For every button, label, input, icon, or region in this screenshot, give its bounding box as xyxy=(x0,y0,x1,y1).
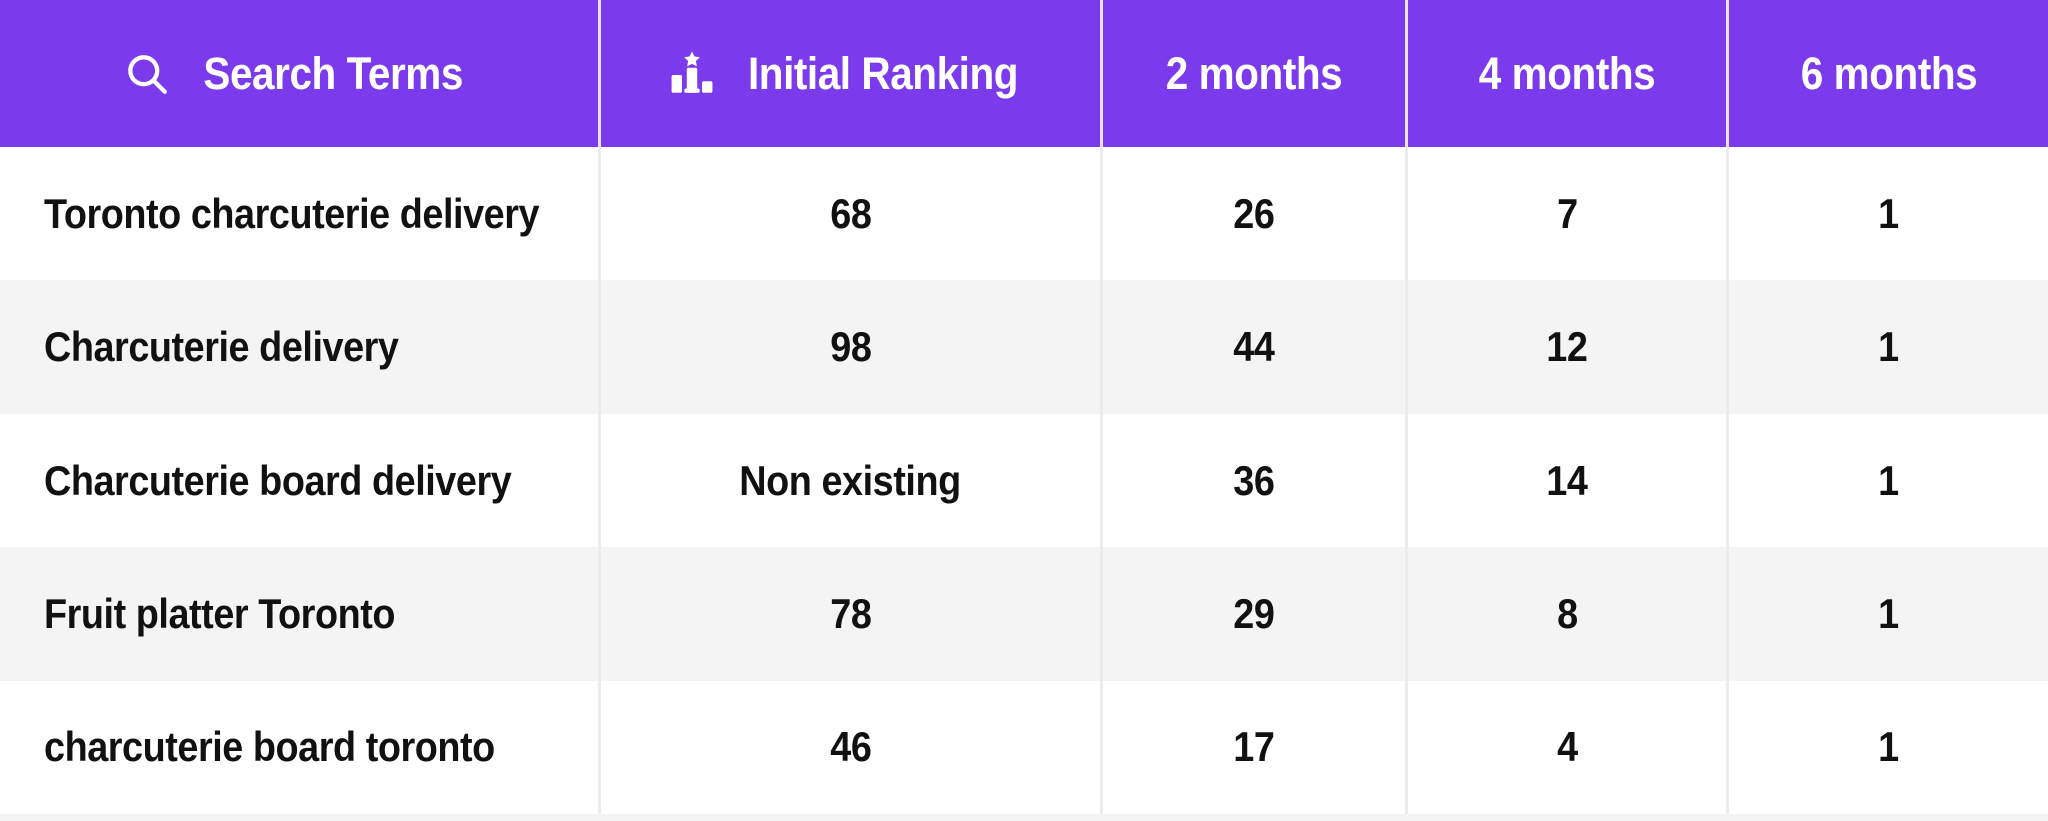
initial-ranking-value: 46 xyxy=(829,723,872,771)
initial-ranking-value: 78 xyxy=(829,589,872,637)
table-row: Charcuterie board delivery Non existing … xyxy=(0,413,2048,548)
2-months-value: 44 xyxy=(1233,323,1275,371)
header-cell-2-months: 2 months xyxy=(1099,0,1405,147)
table-header-row: Search Terms Initial Ranking 2 months xyxy=(0,0,2048,147)
6-months-value: 1 xyxy=(1878,589,1899,637)
cell-4-months: 12 xyxy=(1404,280,1727,414)
cell-search-term: Charcuterie board delivery xyxy=(0,414,598,547)
header-cell-4-months: 4 months xyxy=(1404,0,1727,147)
initial-ranking-value: 68 xyxy=(829,189,872,237)
search-term-text: Toronto charcuterie delivery xyxy=(44,189,540,237)
initial-ranking-value: 98 xyxy=(829,323,872,371)
cell-2-months: 36 xyxy=(1099,413,1405,548)
4-months-value: 14 xyxy=(1546,456,1589,504)
cell-6-months: 1 xyxy=(1726,547,2048,681)
cell-search-term: Toronto charcuterie delivery xyxy=(0,147,598,280)
search-term-text: Charcuterie board delivery xyxy=(44,456,512,504)
2-months-value: 29 xyxy=(1233,589,1275,637)
search-icon xyxy=(121,48,173,100)
header-cell-initial-ranking: Initial Ranking xyxy=(598,0,1100,147)
search-term-text: charcuterie board toronto xyxy=(44,723,495,771)
ranking-star-icon xyxy=(667,49,717,99)
2-months-value: 26 xyxy=(1233,189,1275,237)
cell-6-months: 1 xyxy=(1726,147,2048,281)
cell-6-months: 1 xyxy=(1726,280,2048,414)
header-cell-6-months: 6 months xyxy=(1726,0,2048,147)
cell-2-months: 26 xyxy=(1099,147,1405,281)
cell-6-months: 1 xyxy=(1726,680,2048,815)
cell-search-term: Fruit platter Toronto xyxy=(0,547,598,680)
6-months-value: 1 xyxy=(1878,456,1899,504)
table-row: Fruit platter Toronto 78 29 8 1 xyxy=(0,547,2048,681)
search-term-text: Charcuterie delivery xyxy=(44,323,399,371)
table-row: charcuterie board toronto 46 17 4 1 xyxy=(0,680,2048,815)
table-row: Charcuterie delivery 98 44 12 1 xyxy=(0,280,2048,414)
table-bottom-edge xyxy=(0,814,2048,821)
2-months-value: 17 xyxy=(1233,723,1275,771)
cell-search-term: Charcuterie delivery xyxy=(0,280,598,413)
4-months-value: 8 xyxy=(1556,589,1578,637)
cell-initial-ranking: 68 xyxy=(598,147,1100,281)
cell-2-months: 17 xyxy=(1099,680,1405,815)
initial-ranking-value: Non existing xyxy=(739,456,962,504)
search-term-text: Fruit platter Toronto xyxy=(44,589,395,637)
cell-4-months: 8 xyxy=(1404,547,1727,681)
4-months-value: 12 xyxy=(1546,323,1589,371)
6-months-value: 1 xyxy=(1878,723,1899,771)
header-label-initial-ranking: Initial Ranking xyxy=(748,47,1019,99)
4-months-value: 7 xyxy=(1556,189,1578,237)
4-months-value: 4 xyxy=(1556,723,1578,771)
cell-initial-ranking: 46 xyxy=(598,680,1100,815)
cell-4-months: 7 xyxy=(1404,147,1727,281)
header-label-search-terms: Search Terms xyxy=(203,47,463,99)
cell-2-months: 29 xyxy=(1099,547,1405,681)
cell-initial-ranking: 78 xyxy=(598,547,1100,681)
table-row: Toronto charcuterie delivery 68 26 7 1 xyxy=(0,147,2048,281)
cell-search-term: charcuterie board toronto xyxy=(0,681,598,814)
cell-4-months: 14 xyxy=(1404,413,1727,548)
cell-2-months: 44 xyxy=(1099,280,1405,414)
header-label-6-months: 6 months xyxy=(1800,47,1977,99)
2-months-value: 36 xyxy=(1233,456,1275,504)
cell-initial-ranking: 98 xyxy=(598,280,1100,414)
header-cell-search-terms: Search Terms xyxy=(0,0,598,147)
6-months-value: 1 xyxy=(1878,323,1899,371)
cell-4-months: 4 xyxy=(1404,680,1727,815)
header-label-4-months: 4 months xyxy=(1478,47,1656,99)
header-label-2-months: 2 months xyxy=(1165,47,1343,99)
cell-initial-ranking: Non existing xyxy=(598,413,1100,548)
cell-6-months: 1 xyxy=(1726,413,2048,548)
6-months-value: 1 xyxy=(1878,189,1899,237)
